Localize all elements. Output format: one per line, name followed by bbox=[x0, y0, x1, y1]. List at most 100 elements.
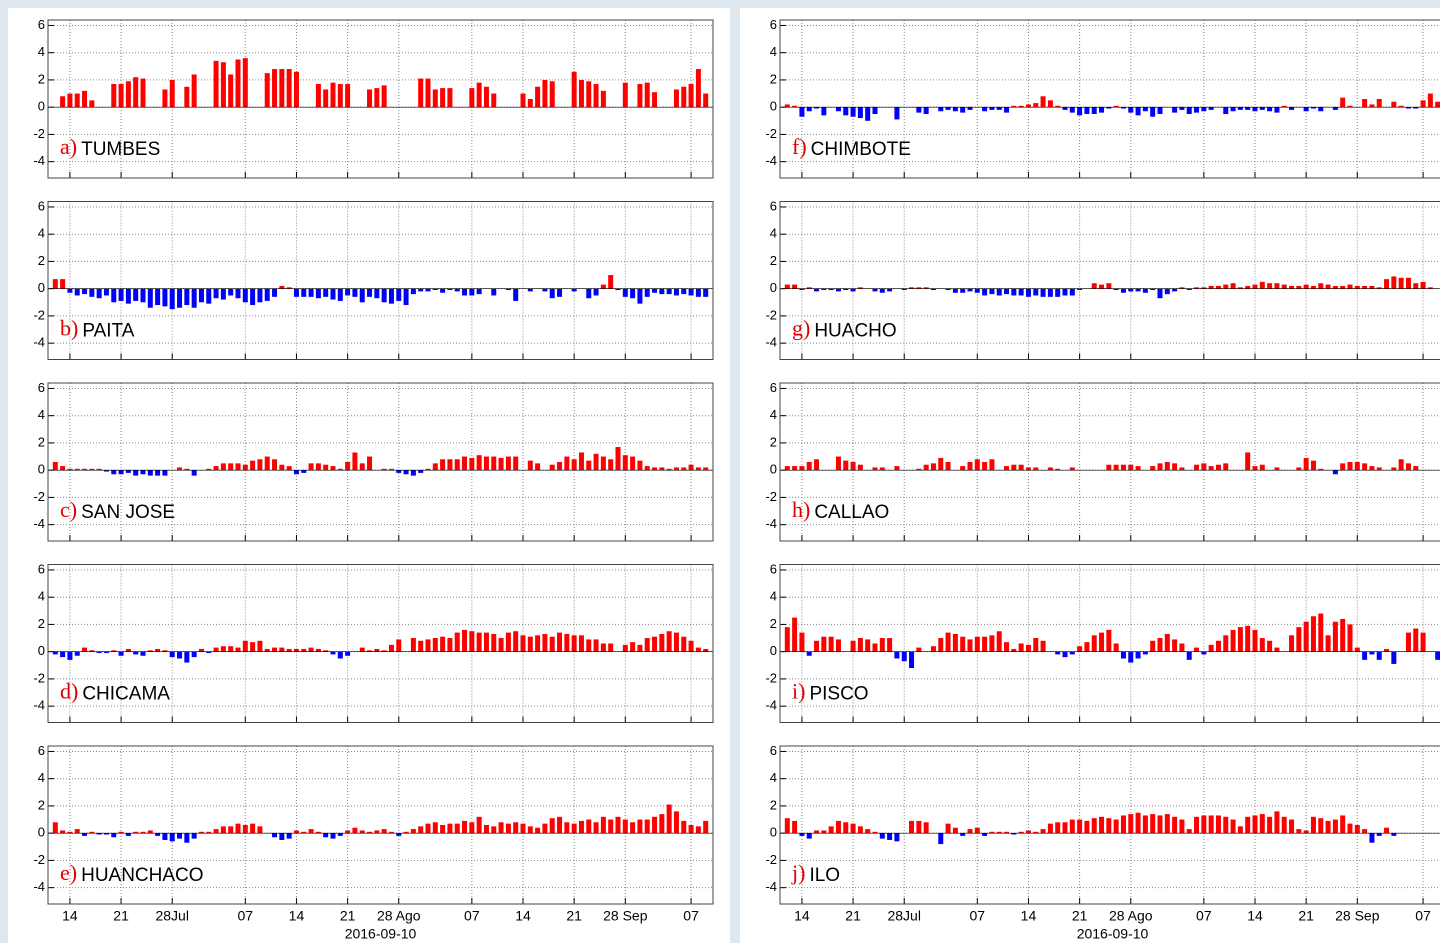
bar bbox=[1164, 633, 1170, 652]
bar bbox=[996, 631, 1002, 652]
panel-title: SAN JOSE bbox=[81, 502, 175, 523]
bar bbox=[257, 826, 263, 834]
bar bbox=[784, 627, 790, 652]
bar bbox=[1354, 462, 1360, 471]
y-tick-label: 4 bbox=[770, 770, 777, 785]
bar bbox=[1332, 107, 1338, 110]
bar bbox=[1077, 646, 1083, 652]
bar bbox=[418, 640, 424, 652]
bar bbox=[440, 825, 446, 834]
bar bbox=[535, 635, 541, 652]
bar bbox=[1055, 468, 1061, 471]
bar bbox=[323, 650, 329, 652]
bar bbox=[1201, 815, 1207, 834]
bar bbox=[1106, 464, 1112, 471]
bar bbox=[1274, 107, 1280, 113]
bar bbox=[549, 818, 555, 834]
bar bbox=[1369, 833, 1375, 843]
bar bbox=[323, 464, 329, 471]
x-tick-label: 07 bbox=[1196, 908, 1212, 924]
bar bbox=[396, 639, 402, 652]
bar bbox=[945, 823, 951, 834]
bar bbox=[388, 831, 394, 834]
bar bbox=[1376, 833, 1382, 836]
bar bbox=[257, 640, 263, 652]
bar bbox=[388, 468, 394, 471]
bar bbox=[799, 632, 805, 652]
bar bbox=[359, 830, 365, 834]
y-tick-label: -2 bbox=[33, 670, 45, 685]
bar bbox=[1420, 632, 1426, 652]
bar bbox=[586, 819, 592, 834]
bar bbox=[410, 638, 416, 652]
bar bbox=[784, 284, 790, 289]
y-tick-label: 2 bbox=[38, 71, 45, 86]
bar bbox=[1391, 276, 1397, 289]
bar bbox=[1354, 647, 1360, 652]
bar bbox=[615, 447, 621, 471]
bar bbox=[491, 93, 497, 108]
bar bbox=[447, 88, 453, 108]
bar bbox=[220, 62, 226, 108]
bar bbox=[440, 88, 446, 108]
x-tick-label: 14 bbox=[1247, 908, 1263, 924]
bar bbox=[1267, 283, 1273, 289]
bar bbox=[571, 635, 577, 652]
bar bbox=[162, 650, 168, 652]
plot-frame bbox=[47, 564, 714, 723]
bar bbox=[872, 288, 878, 292]
bar bbox=[1289, 819, 1295, 834]
bar bbox=[491, 288, 497, 296]
bar bbox=[1398, 105, 1404, 108]
bar bbox=[67, 288, 73, 293]
bar bbox=[177, 288, 183, 308]
y-tick-label: 6 bbox=[38, 561, 45, 576]
bar bbox=[1398, 277, 1404, 289]
x-tick-label: 28 Sep bbox=[603, 908, 648, 924]
bar bbox=[938, 833, 944, 845]
bar bbox=[1384, 827, 1390, 834]
bar bbox=[1384, 648, 1390, 652]
bar bbox=[169, 651, 175, 658]
bar bbox=[872, 831, 878, 834]
bar bbox=[513, 631, 519, 652]
bar bbox=[1179, 467, 1185, 471]
bar bbox=[264, 73, 270, 108]
bar bbox=[250, 642, 256, 652]
bar bbox=[140, 651, 146, 656]
bar bbox=[814, 640, 820, 652]
bar bbox=[1128, 288, 1134, 292]
bar bbox=[1259, 107, 1265, 110]
bar bbox=[301, 831, 307, 834]
y-tick-label: 4 bbox=[38, 589, 45, 604]
bar bbox=[879, 288, 885, 293]
x-tick-label: 14 bbox=[515, 908, 531, 924]
bar bbox=[1135, 466, 1141, 471]
bar bbox=[359, 288, 365, 303]
bar bbox=[835, 288, 841, 292]
bar bbox=[425, 288, 431, 292]
bar bbox=[916, 107, 922, 113]
y-tick-label: 6 bbox=[38, 17, 45, 32]
bar bbox=[549, 81, 555, 108]
bar bbox=[403, 288, 409, 306]
bar bbox=[967, 462, 973, 471]
bar bbox=[600, 816, 606, 834]
x-tick-label: 28 Ago bbox=[1109, 908, 1153, 924]
bar bbox=[1179, 107, 1185, 110]
bar bbox=[1011, 464, 1017, 471]
bar bbox=[491, 826, 497, 834]
bar bbox=[1391, 101, 1397, 108]
bar bbox=[1084, 642, 1090, 652]
bar bbox=[806, 107, 812, 112]
bar bbox=[1332, 470, 1338, 475]
bar bbox=[1077, 288, 1083, 291]
bar bbox=[593, 84, 599, 108]
bar bbox=[1113, 288, 1119, 291]
bar bbox=[125, 470, 131, 473]
bar bbox=[930, 463, 936, 471]
bar bbox=[118, 470, 124, 475]
bar bbox=[799, 833, 805, 836]
bar bbox=[916, 647, 922, 652]
